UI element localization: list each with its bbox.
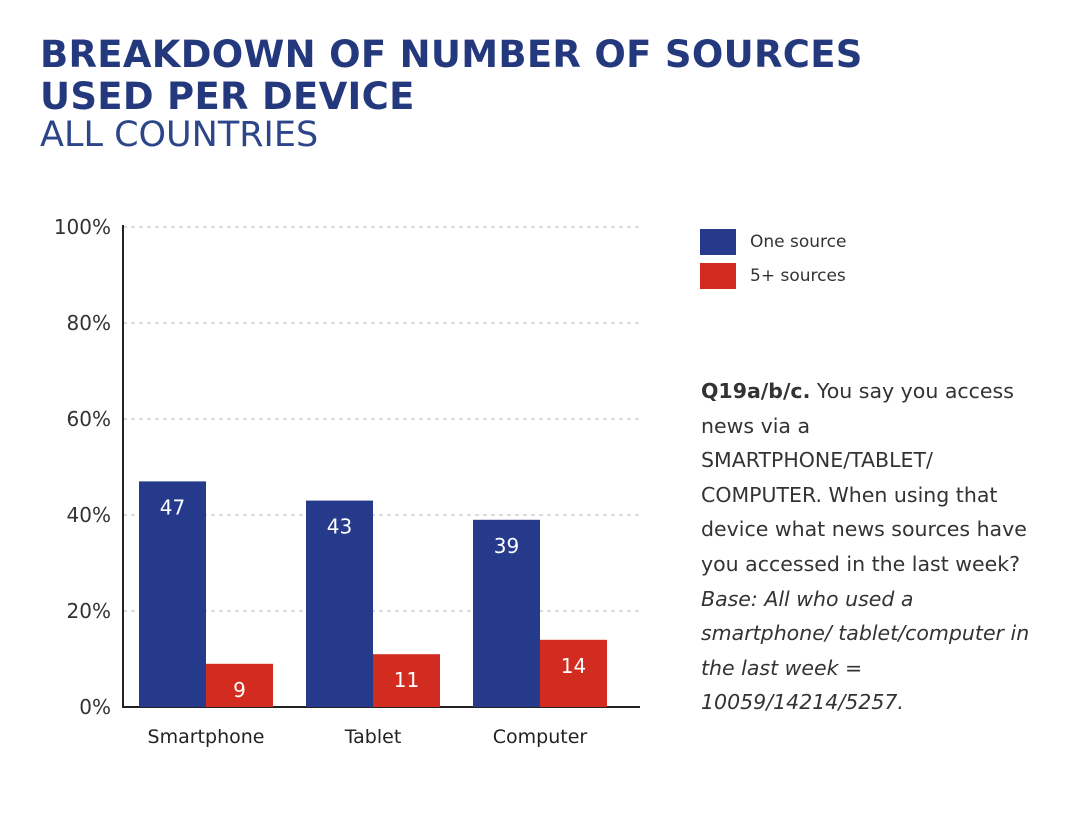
- x-category-label: Tablet: [344, 726, 402, 748]
- legend: One source 5+ sources: [700, 226, 846, 294]
- x-category-label: Smartphone: [148, 726, 265, 748]
- bar-computer-five-plus-sources: [540, 639, 607, 707]
- bar-value-label: 14: [561, 654, 586, 678]
- question-note: Q19a/b/c. You say you access news via a …: [701, 374, 1041, 720]
- y-tick-label: 40%: [67, 503, 111, 527]
- y-tick-label: 100%: [54, 215, 111, 239]
- legend-item-five-plus-sources: 5+ sources: [700, 260, 846, 292]
- y-tick-label: 20%: [67, 599, 111, 623]
- legend-label-one-source: One source: [750, 232, 847, 252]
- chart-title: BREAKDOWN OF NUMBER OF SOURCES USED PER …: [40, 34, 863, 118]
- question-id: Q19a/b/c.: [701, 379, 811, 403]
- base-text: Base: All who used a smartphone/ tablet/…: [701, 586, 1030, 715]
- y-tick-label: 0%: [79, 695, 111, 719]
- legend-label-five-plus-sources: 5+ sources: [750, 266, 846, 286]
- bar-smartphone-one-source: [139, 481, 206, 707]
- bar-value-label: 39: [494, 534, 519, 558]
- bar-value-label: 47: [160, 495, 185, 519]
- y-tick-label: 60%: [67, 407, 111, 431]
- legend-swatch-five-plus-sources: [700, 263, 736, 289]
- bar-tablet-five-plus-sources: [373, 654, 440, 707]
- chart-title-line-2: USED PER DEVICE: [40, 75, 415, 118]
- question-text: You say you access news via a SMARTPHONE…: [701, 379, 1027, 576]
- y-tick-label: 80%: [67, 311, 111, 335]
- chart-subtitle: ALL COUNTRIES: [40, 115, 319, 155]
- bar-value-label: 9: [233, 678, 246, 702]
- x-category-label: Computer: [493, 726, 588, 748]
- bar-tablet-one-source: [306, 500, 373, 707]
- bar-value-label: 43: [327, 515, 352, 539]
- bar-smartphone-five-plus-sources: [206, 663, 273, 707]
- legend-item-one-source: One source: [700, 226, 846, 258]
- bar-value-label: 11: [394, 668, 419, 692]
- bar-computer-one-source: [473, 519, 540, 707]
- legend-swatch-one-source: [700, 229, 736, 255]
- chart-title-line-1: BREAKDOWN OF NUMBER OF SOURCES: [40, 33, 863, 76]
